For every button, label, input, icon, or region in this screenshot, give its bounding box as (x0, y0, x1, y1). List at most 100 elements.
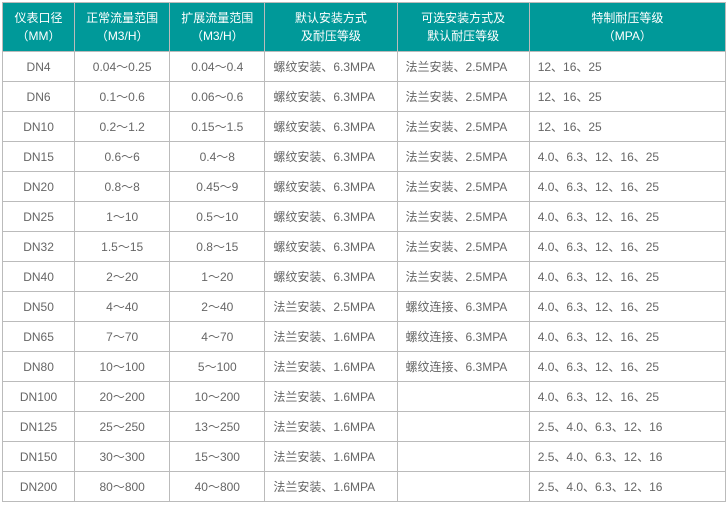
spec-table: 仪表口径 （MM） 正常流量范围 （M3/H） 扩展流量范围 （M3/H） 默认安装方式及耐… (2, 2, 726, 502)
table-cell: 法兰安装、1.6MPA (265, 352, 397, 382)
table-cell: 4.0、6.3、12、16、25 (529, 292, 725, 322)
table-row: DN8010～1005～100法兰安装、1.6MPA螺纹连接、6.3MPA4.0… (3, 352, 726, 382)
header-text: 及耐压等级 (301, 29, 361, 43)
table-row: DN12525～25013～250法兰安装、1.6MPA2.5、4.0、6.3、… (3, 412, 726, 442)
table-cell: 螺纹安装、6.3MPA (265, 142, 397, 172)
header-text: （M3/H） (96, 29, 149, 43)
table-cell: 0.2～1.2 (75, 112, 170, 142)
table-row: DN10020～20010～200法兰安装、1.6MPA4.0、6.3、12、1… (3, 382, 726, 412)
header-cell: 仪表口径 （MM） (3, 3, 75, 52)
table-cell (397, 442, 529, 472)
table-cell: 2.5、4.0、6.3、12、16 (529, 412, 725, 442)
table-cell: 80～800 (75, 472, 170, 502)
table-row: DN657～704～70法兰安装、1.6MPA螺纹连接、6.3MPA4.0、6.… (3, 322, 726, 352)
table-cell: 螺纹安装、6.3MPA (265, 202, 397, 232)
table-cell: 4.0、6.3、12、16、25 (529, 172, 725, 202)
table-cell: 2.5、4.0、6.3、12、16 (529, 442, 725, 472)
table-cell: 法兰安装、2.5MPA (397, 202, 529, 232)
table-cell: 4.0、6.3、12、16、25 (529, 262, 725, 292)
table-cell: 法兰安装、2.5MPA (397, 142, 529, 172)
table-row: DN20080～80040～800法兰安装、1.6MPA 2.5、4.0、6.3、… (3, 472, 726, 502)
header-cell: 正常流量范围 （M3/H） (75, 3, 170, 52)
table-row: DN100.2～1.20.15～1.5螺纹安装、6.3MPA法兰安装、2.5MP… (3, 112, 726, 142)
header-text: 正常流量范围 (86, 11, 158, 25)
table-cell: 螺纹连接、6.3MPA (397, 352, 529, 382)
table-cell: DN6 (3, 82, 75, 112)
table-cell: 0.8～15 (170, 232, 265, 262)
table-cell: 螺纹连接、6.3MPA (397, 322, 529, 352)
table-cell: 法兰安装、2.5MPA (397, 262, 529, 292)
table-cell (397, 382, 529, 412)
table-cell: 13～250 (170, 412, 265, 442)
table-cell: 2.5、4.0、6.3、12、16 (529, 472, 725, 502)
table-cell: DN150 (3, 442, 75, 472)
table-cell: 法兰安装、1.6MPA (265, 322, 397, 352)
table-cell: 法兰安装、2.5MPA (397, 82, 529, 112)
table-cell: 法兰安装、2.5MPA (397, 112, 529, 142)
table-cell: DN50 (3, 292, 75, 322)
header-text: 默认安装方式 (295, 11, 367, 25)
header-cell: 默认安装方式及耐压等级 (265, 3, 397, 52)
table-cell: 2～20 (75, 262, 170, 292)
table-cell: 12、16、25 (529, 82, 725, 112)
table-cell: 40～800 (170, 472, 265, 502)
table-cell: DN80 (3, 352, 75, 382)
header-text: （MM） (17, 29, 61, 43)
table-cell (397, 412, 529, 442)
table-cell: 螺纹安装、6.3MPA (265, 112, 397, 142)
table-row: DN15030～30015～300法兰安装、1.6MPA2.5、4.0、6.3、… (3, 442, 726, 472)
table-cell: DN200 (3, 472, 75, 502)
table-cell: DN40 (3, 262, 75, 292)
table-cell: 4～40 (75, 292, 170, 322)
table-cell: 0.15～1.5 (170, 112, 265, 142)
table-cell: 10～100 (75, 352, 170, 382)
table-row: DN402～201～20螺纹安装、6.3MPA法兰安装、2.5MPA4.0、6.… (3, 262, 726, 292)
table-cell: 15～300 (170, 442, 265, 472)
table-cell: 10～200 (170, 382, 265, 412)
table-cell: 0.06～0.6 (170, 82, 265, 112)
header-text: （MPA） (603, 29, 652, 43)
table-cell: 30～300 (75, 442, 170, 472)
table-cell: DN4 (3, 52, 75, 82)
table-cell: 20～200 (75, 382, 170, 412)
header-text: 特制耐压等级 (591, 11, 663, 25)
header-text: （M3/H） (191, 29, 244, 43)
table-row: DN60.1～0.60.06～0.6螺纹安装、6.3MPA法兰安装、2.5MPA… (3, 82, 726, 112)
table-cell: 1～10 (75, 202, 170, 232)
table-row: DN504～402～40法兰安装、2.5MPA螺纹连接、6.3MPA4.0、6.… (3, 292, 726, 322)
table-cell: 法兰安装、1.6MPA (265, 472, 397, 502)
header-cell: 扩展流量范围 （M3/H） (170, 3, 265, 52)
table-cell: DN10 (3, 112, 75, 142)
table-cell: 4.0、6.3、12、16、25 (529, 202, 725, 232)
table-cell: 12、16、25 (529, 52, 725, 82)
table-cell: 螺纹连接、6.3MPA (397, 292, 529, 322)
header-text: 扩展流量范围 (181, 11, 253, 25)
table-cell: 0.8～8 (75, 172, 170, 202)
table-cell: 法兰安装、1.6MPA (265, 412, 397, 442)
table-cell: 4～70 (170, 322, 265, 352)
table-cell: 12、16、25 (529, 112, 725, 142)
table-cell: DN65 (3, 322, 75, 352)
table-cell: 0.04～0.25 (75, 52, 170, 82)
table-cell: 4.0、6.3、12、16、25 (529, 382, 725, 412)
table-cell: 4.0、6.3、12、16、25 (529, 322, 725, 352)
header-text: 仪表口径 (15, 11, 63, 25)
table-cell: 螺纹安装、6.3MPA (265, 232, 397, 262)
header-row: 仪表口径 （MM） 正常流量范围 （M3/H） 扩展流量范围 （M3/H） 默认安装方式及耐… (3, 3, 726, 52)
table-cell: 法兰安装、1.6MPA (265, 382, 397, 412)
header-text: 默认耐压等级 (427, 29, 499, 43)
table-cell: 0.1～0.6 (75, 82, 170, 112)
header-text: 可选安装方式及 (421, 11, 505, 25)
table-cell: 0.04～0.4 (170, 52, 265, 82)
table-cell: DN20 (3, 172, 75, 202)
header-cell: 可选安装方式及默认耐压等级 (397, 3, 529, 52)
table-cell: 4.0、6.3、12、16、25 (529, 142, 725, 172)
table-cell: 0.4～8 (170, 142, 265, 172)
table-cell: 0.6～6 (75, 142, 170, 172)
table-row: DN40.04～0.250.04～0.4螺纹安装、6.3MPA法兰安装、2.5M… (3, 52, 726, 82)
table-cell: 螺纹安装、6.3MPA (265, 52, 397, 82)
header-cell: 特制耐压等级 （MPA） (529, 3, 725, 52)
table-cell: 4.0、6.3、12、16、25 (529, 232, 725, 262)
table-cell: 0.5～10 (170, 202, 265, 232)
table-cell: 1.5～15 (75, 232, 170, 262)
